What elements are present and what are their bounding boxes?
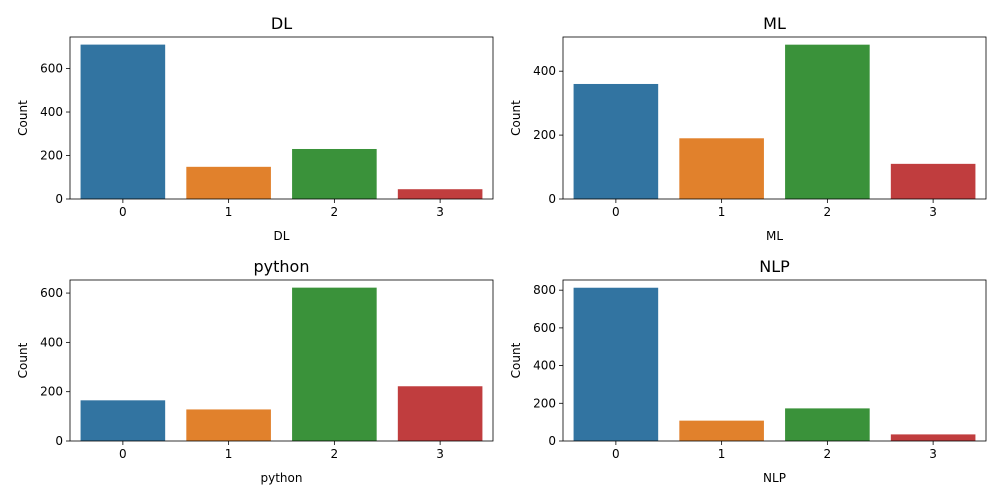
y-tick-label: 200 xyxy=(533,128,556,142)
x-axis-label: NLP xyxy=(763,471,786,485)
x-axis-label: python xyxy=(261,471,303,485)
x-tick-label: 2 xyxy=(331,205,339,219)
y-tick-label: 200 xyxy=(40,385,63,399)
bar-2 xyxy=(292,287,377,441)
bar-3 xyxy=(890,163,976,199)
bar-0 xyxy=(80,400,166,441)
y-tick-label: 600 xyxy=(40,62,63,76)
bar-3 xyxy=(397,386,483,441)
chart-panel-dl: 0 1 2 3 0 200 400 600 DL DL Count xyxy=(16,14,494,243)
x-tick-label: 0 xyxy=(119,205,127,219)
chart-panel-nlp: 0 1 2 3 0 200 400 600 800 NLP NLP Count xyxy=(509,257,987,485)
y-tick-label: 200 xyxy=(533,396,556,410)
x-tick-label: 1 xyxy=(225,447,233,461)
plot-frame xyxy=(69,279,494,442)
bar-0 xyxy=(80,44,166,199)
chart-title: DL xyxy=(271,14,292,33)
y-tick-label: 400 xyxy=(533,64,556,78)
y-axis-label: Count xyxy=(16,100,30,136)
x-tick-label: 1 xyxy=(718,205,726,219)
y-tick-label: 600 xyxy=(533,321,556,335)
x-tick-label: 2 xyxy=(331,447,339,461)
x-axis-label: DL xyxy=(274,229,290,243)
y-tick-label: 0 xyxy=(548,192,556,206)
chart-panel-ml: 0 1 2 3 0 200 400 ML ML Count xyxy=(509,14,987,243)
y-tick-label: 0 xyxy=(55,434,63,448)
y-tick-label: 800 xyxy=(533,283,556,297)
bar-3 xyxy=(890,434,976,441)
plot-frame xyxy=(562,36,987,200)
y-tick-label: 400 xyxy=(533,359,556,373)
bar-1 xyxy=(186,409,271,441)
x-tick-label: 3 xyxy=(929,205,937,219)
chart-title: ML xyxy=(763,14,786,33)
y-axis-label: Count xyxy=(509,342,523,378)
x-tick-label: 0 xyxy=(119,447,127,461)
x-tick-label: 1 xyxy=(718,447,726,461)
bar-1 xyxy=(679,138,764,199)
x-tick-label: 1 xyxy=(225,205,233,219)
x-tick-label: 0 xyxy=(612,447,620,461)
y-axis-label: Count xyxy=(509,100,523,136)
y-tick-label: 600 xyxy=(40,286,63,300)
bar-0 xyxy=(573,83,659,199)
bar-1 xyxy=(679,420,764,441)
x-axis-label: ML xyxy=(766,229,783,243)
x-tick-label: 3 xyxy=(436,447,444,461)
chart-title: NLP xyxy=(759,257,790,276)
bar-1 xyxy=(186,166,271,199)
y-axis-label: Count xyxy=(16,342,30,378)
bar-2 xyxy=(785,44,870,199)
bar-2 xyxy=(785,408,870,441)
y-tick-label: 400 xyxy=(40,105,63,119)
y-tick-label: 0 xyxy=(55,192,63,206)
y-tick-label: 200 xyxy=(40,149,63,163)
x-tick-label: 0 xyxy=(612,205,620,219)
y-tick-label: 0 xyxy=(548,434,556,448)
y-tick-label: 400 xyxy=(40,335,63,349)
bar-3 xyxy=(397,189,483,199)
x-tick-label: 2 xyxy=(824,205,832,219)
plot-frame xyxy=(69,36,494,200)
bar-0 xyxy=(573,287,659,441)
x-tick-label: 3 xyxy=(436,205,444,219)
plot-frame xyxy=(562,279,987,442)
chart-panel-python: 0 1 2 3 0 200 400 600 python python Count xyxy=(16,257,494,485)
chart-title: python xyxy=(254,257,310,276)
x-tick-label: 2 xyxy=(824,447,832,461)
bar-2 xyxy=(292,148,377,199)
x-tick-label: 3 xyxy=(929,447,937,461)
